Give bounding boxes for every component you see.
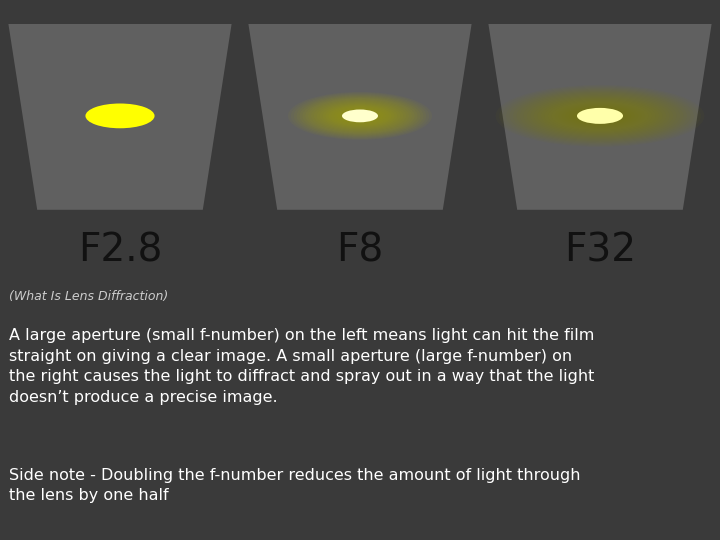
Ellipse shape bbox=[297, 95, 423, 137]
Ellipse shape bbox=[305, 98, 415, 134]
Ellipse shape bbox=[317, 102, 403, 130]
Ellipse shape bbox=[311, 99, 409, 132]
Ellipse shape bbox=[325, 104, 395, 127]
Polygon shape bbox=[248, 24, 472, 210]
Ellipse shape bbox=[328, 105, 392, 126]
Ellipse shape bbox=[320, 103, 400, 129]
Text: (What Is Lens Diffraction): (What Is Lens Diffraction) bbox=[9, 289, 168, 302]
Ellipse shape bbox=[346, 111, 374, 120]
Text: F8: F8 bbox=[336, 232, 384, 270]
Ellipse shape bbox=[354, 114, 366, 118]
Ellipse shape bbox=[357, 115, 363, 117]
Ellipse shape bbox=[334, 107, 386, 125]
Ellipse shape bbox=[337, 108, 383, 124]
Ellipse shape bbox=[351, 113, 369, 119]
Text: A large aperture (small f-number) on the left means light can hit the film
strai: A large aperture (small f-number) on the… bbox=[9, 328, 595, 404]
Text: F32: F32 bbox=[564, 232, 636, 270]
Ellipse shape bbox=[291, 93, 429, 139]
Ellipse shape bbox=[340, 109, 380, 123]
Ellipse shape bbox=[300, 96, 420, 136]
Ellipse shape bbox=[86, 104, 155, 129]
Ellipse shape bbox=[343, 110, 377, 122]
Ellipse shape bbox=[348, 112, 372, 120]
Ellipse shape bbox=[314, 100, 406, 131]
Polygon shape bbox=[9, 24, 232, 210]
Ellipse shape bbox=[294, 94, 426, 138]
Text: F2.8: F2.8 bbox=[78, 232, 162, 270]
Polygon shape bbox=[488, 24, 711, 210]
Ellipse shape bbox=[331, 106, 389, 125]
Ellipse shape bbox=[323, 104, 397, 129]
Ellipse shape bbox=[342, 110, 378, 122]
Ellipse shape bbox=[288, 92, 432, 140]
Ellipse shape bbox=[308, 99, 412, 133]
Text: Side note - Doubling the f-number reduces the amount of light through
the lens b: Side note - Doubling the f-number reduce… bbox=[9, 468, 581, 503]
Ellipse shape bbox=[577, 108, 623, 124]
Ellipse shape bbox=[302, 97, 418, 135]
